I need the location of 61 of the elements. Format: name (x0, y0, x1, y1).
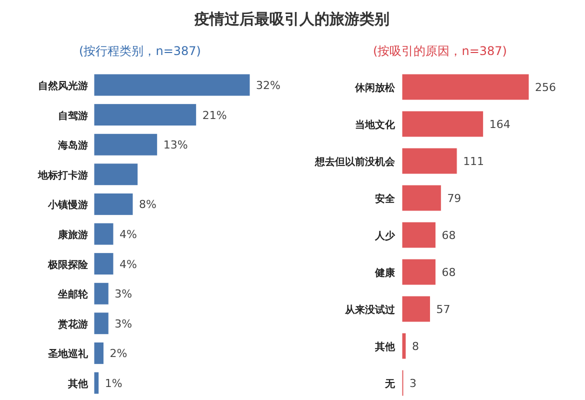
data-label: 57 (436, 303, 450, 316)
y-tick-label: 地标打卡游 (37, 169, 88, 182)
y-tick-label: 坐邮轮 (57, 288, 89, 301)
text: 疫情过后最吸引人的旅游类别 (194, 10, 390, 28)
data-label: 3 (409, 377, 416, 390)
y-tick-label: 其他 (67, 378, 89, 390)
bar (94, 133, 158, 156)
bar (94, 372, 100, 394)
bar (94, 74, 250, 96)
bar (402, 222, 436, 248)
y-tick-label: 小镇慢游 (47, 199, 88, 212)
bar (94, 342, 104, 364)
bar (402, 74, 530, 100)
y-tick-label: 其他 (374, 341, 396, 353)
y-tick-label: 休闲放松 (354, 82, 396, 94)
data-label: 68 (442, 229, 456, 242)
bar (402, 184, 442, 212)
bar (94, 312, 109, 335)
data-label: 68 (442, 266, 456, 279)
data-label: 256 (535, 81, 556, 94)
bar (402, 110, 484, 138)
data-label: 164 (489, 118, 510, 131)
bar (94, 104, 197, 126)
y-tick-label: 安全 (375, 193, 396, 205)
bar (402, 332, 406, 360)
data-label: 32% (256, 79, 280, 92)
y-tick-label: 海岛游 (57, 140, 88, 152)
y-tick-label: 健康 (374, 267, 396, 279)
data-label: 3% (114, 288, 132, 301)
data-label: 3% (114, 317, 132, 330)
y-tick-label: 自驾游 (58, 110, 88, 122)
data-label: 79 (447, 192, 462, 205)
data-label: 1% (104, 377, 122, 390)
y-tick-label: 想去但以前没机会 (314, 156, 396, 168)
data-label: 8% (139, 198, 156, 212)
data-label: 2% (110, 347, 128, 360)
y-tick-label: 当地文化 (355, 119, 396, 131)
y-tick-label: 从来没试过 (344, 304, 396, 316)
chart-subtitle: (按吸引的原因，n=387) (373, 44, 507, 58)
chart-subtitle: (按行程类别，n=387) (79, 44, 201, 58)
bar (402, 148, 458, 174)
y-tick-label: 无 (384, 379, 396, 390)
y-tick-label: 人少 (374, 230, 396, 242)
bar (94, 282, 109, 305)
bar (94, 163, 138, 186)
bar (94, 252, 114, 276)
data-label: 4% (120, 228, 137, 241)
data-label: 13% (163, 138, 188, 152)
data-label: 8 (412, 340, 419, 353)
bar (94, 192, 134, 216)
bar (402, 258, 436, 286)
y-tick-label: 康旅游 (57, 229, 88, 241)
data-label: 111 (463, 155, 484, 168)
data-label: 4% (120, 258, 137, 271)
bar (94, 222, 114, 246)
y-tick-label: 极限探险 (47, 258, 89, 271)
y-tick-label: 赏花游 (58, 318, 88, 330)
data-label: 21% (202, 108, 227, 122)
bar (402, 296, 431, 322)
y-tick-label: 自然风光游 (38, 80, 88, 92)
y-tick-label: 圣地巡礼 (47, 348, 89, 360)
